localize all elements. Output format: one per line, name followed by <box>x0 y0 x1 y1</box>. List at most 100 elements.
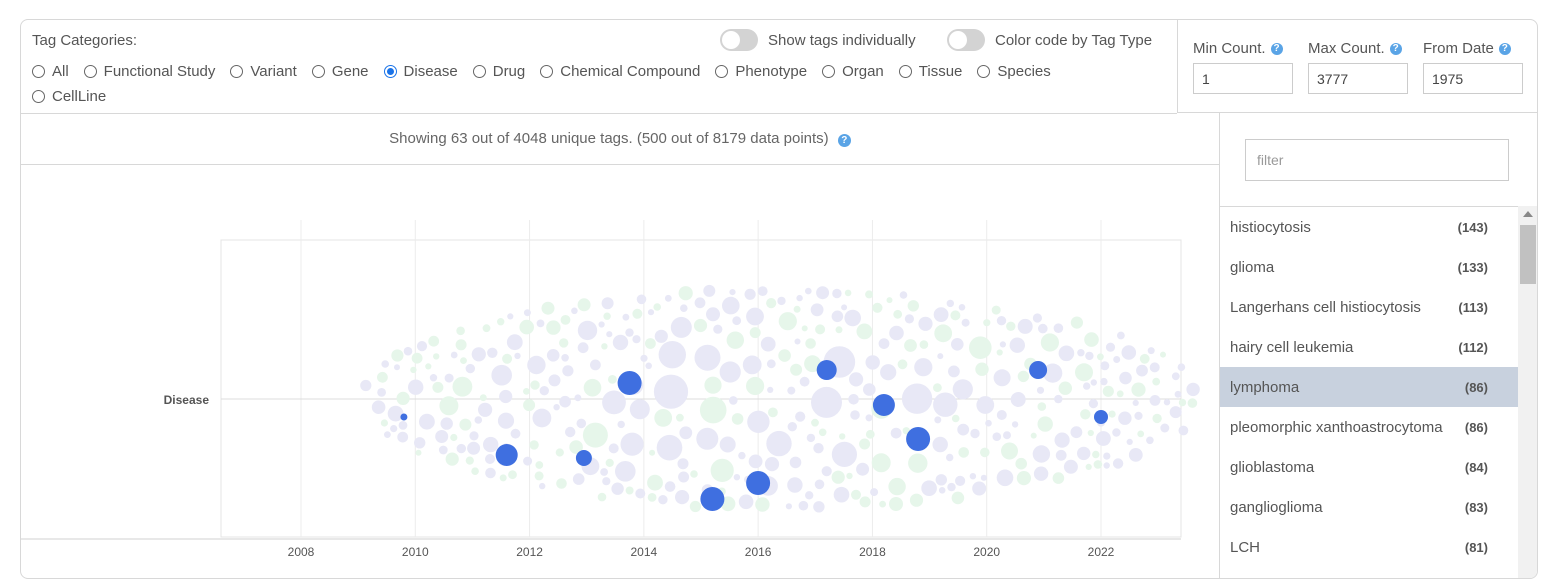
tag-bubble[interactable] <box>1137 430 1145 438</box>
tag-bubble[interactable] <box>1032 313 1042 323</box>
tag-bubble[interactable] <box>909 493 924 507</box>
tag-bubble[interactable] <box>625 486 634 495</box>
tag-bubble[interactable] <box>886 297 893 304</box>
tag-bubble[interactable] <box>622 313 630 321</box>
color-code-toggle[interactable]: Color code by Tag Type <box>947 29 1152 51</box>
tag-bubble[interactable] <box>608 375 617 384</box>
tag-bubble[interactable] <box>835 326 843 334</box>
tag-bubble[interactable] <box>983 319 991 327</box>
tag-bubble[interactable] <box>403 346 413 356</box>
tag-bubble[interactable] <box>1088 399 1098 409</box>
tag-bubble[interactable] <box>733 474 741 481</box>
tag-bubble[interactable] <box>951 414 960 423</box>
tag-bubble[interactable] <box>790 363 803 376</box>
tag-bubble[interactable] <box>1102 385 1114 397</box>
tag-bubble[interactable] <box>859 496 871 508</box>
tag-bubble[interactable] <box>766 298 777 309</box>
tag-bubble[interactable] <box>1038 323 1048 334</box>
tag-bubble[interactable] <box>796 294 803 302</box>
tag-bubble[interactable] <box>471 467 479 476</box>
tag-bubble[interactable] <box>991 305 1001 315</box>
tag-bubble[interactable] <box>1017 318 1033 334</box>
tag-bubble[interactable] <box>371 400 386 414</box>
tag-bubble[interactable] <box>612 334 629 351</box>
tag-bubble[interactable] <box>606 331 613 338</box>
tag-bubble[interactable] <box>632 308 643 319</box>
tag-bubble[interactable] <box>880 364 897 381</box>
tag-bubble[interactable] <box>499 474 507 482</box>
tag-bubble[interactable] <box>918 316 933 331</box>
tag-bubble[interactable] <box>1147 347 1155 355</box>
tag-bubble[interactable] <box>553 404 560 411</box>
toggle-switch[interactable] <box>720 29 758 51</box>
tag-bubble[interactable] <box>710 458 734 482</box>
tag-list-item[interactable]: lymphoma (86) <box>1220 367 1518 407</box>
tag-bubble[interactable] <box>629 399 650 420</box>
tag-bubble[interactable] <box>536 319 545 328</box>
tag-bubble[interactable] <box>615 461 636 482</box>
tag-bubble[interactable] <box>1163 399 1171 406</box>
help-icon[interactable]: ? <box>1389 42 1402 55</box>
tag-bubble[interactable] <box>746 307 764 326</box>
tag-bubble[interactable] <box>760 336 776 352</box>
tag-bubble[interactable] <box>888 477 906 496</box>
tag-bubble[interactable] <box>755 497 770 512</box>
radio-button[interactable] <box>822 65 836 78</box>
tag-bubble[interactable] <box>502 353 513 364</box>
help-icon[interactable]: ? <box>837 134 851 147</box>
tag-bubble[interactable] <box>980 474 988 481</box>
tag-bubble[interactable] <box>428 335 440 347</box>
tag-bubble[interactable] <box>970 428 980 439</box>
tag-bubble[interactable] <box>890 427 902 439</box>
tag-bubble[interactable] <box>957 423 970 436</box>
help-icon[interactable]: ? <box>1498 42 1511 55</box>
tag-bubble[interactable] <box>934 324 953 343</box>
tag-bubble[interactable] <box>947 482 956 492</box>
tag-bubble[interactable] <box>969 336 992 359</box>
tag-bubble[interactable] <box>1103 452 1111 460</box>
tag-bubble[interactable] <box>474 416 483 424</box>
radio-button[interactable] <box>230 65 244 78</box>
tag-bubble[interactable] <box>678 471 690 483</box>
min-count-input[interactable] <box>1193 63 1293 94</box>
max-count-input[interactable] <box>1308 63 1408 94</box>
tag-bubble[interactable] <box>460 357 467 364</box>
tag-bubble[interactable] <box>1040 333 1059 352</box>
tag-bubble[interactable] <box>384 431 391 438</box>
tag-bubble[interactable] <box>863 383 876 396</box>
tag-bubble[interactable] <box>1160 351 1166 358</box>
tag-bubble[interactable] <box>1036 386 1045 394</box>
tag-bubble[interactable] <box>645 362 652 370</box>
tag-bubble[interactable] <box>499 389 513 404</box>
tag-bubble[interactable] <box>793 305 801 313</box>
tag-bubble[interactable] <box>706 307 720 322</box>
tag-bubble[interactable] <box>703 284 716 297</box>
tag-bubble[interactable] <box>1037 416 1053 432</box>
tag-bubble[interactable] <box>748 454 763 469</box>
radio-button[interactable] <box>977 65 991 78</box>
tag-bubble[interactable] <box>601 297 614 310</box>
tag-bubble[interactable] <box>598 321 605 328</box>
tag-bubble[interactable] <box>1090 379 1098 386</box>
tag-bubble[interactable] <box>1118 411 1132 425</box>
tag-bubble[interactable] <box>1177 363 1186 371</box>
tag-bubble[interactable] <box>632 335 641 344</box>
tag-bubble[interactable] <box>1093 460 1103 469</box>
tag-bubble[interactable] <box>1043 363 1063 383</box>
tag-bubble[interactable] <box>435 430 449 443</box>
category-radio-chemical-compound[interactable]: Chemical Compound <box>540 63 700 80</box>
tag-bubble[interactable] <box>1037 402 1047 411</box>
tag-bubble[interactable] <box>1009 337 1025 353</box>
tag-bubble[interactable] <box>805 491 814 500</box>
highlighted-tag-bubble[interactable] <box>400 413 408 421</box>
tag-bubble[interactable] <box>732 316 742 326</box>
radio-button[interactable] <box>540 65 554 78</box>
tag-bubble[interactable] <box>680 304 688 312</box>
tag-bubble[interactable] <box>1054 394 1063 404</box>
tag-bubble[interactable] <box>546 349 560 362</box>
category-radio-all[interactable]: All <box>32 63 69 80</box>
tag-bubble[interactable] <box>415 449 422 456</box>
tag-bubble[interactable] <box>696 427 719 450</box>
tag-bubble[interactable] <box>647 493 657 502</box>
tag-bubble[interactable] <box>747 410 770 433</box>
